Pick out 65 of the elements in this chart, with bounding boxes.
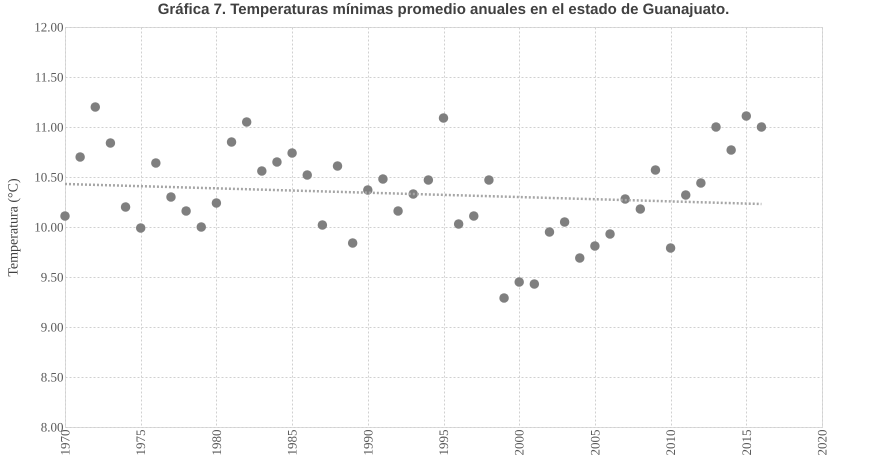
point <box>575 253 585 263</box>
point <box>424 175 434 185</box>
point <box>151 158 161 168</box>
point <box>166 192 176 202</box>
point <box>90 102 100 112</box>
point <box>560 217 570 227</box>
y-tick-label: 12.00 <box>34 20 64 34</box>
x-tick-label: 1970 <box>58 430 72 456</box>
x-tick-label: 2000 <box>512 430 527 456</box>
point <box>378 174 388 184</box>
point <box>75 152 85 162</box>
point <box>318 220 328 230</box>
point <box>636 204 646 214</box>
point <box>650 165 660 175</box>
point <box>742 111 752 121</box>
y-tick-label: 10.00 <box>34 220 64 234</box>
point <box>181 206 191 216</box>
point <box>544 227 554 237</box>
point <box>257 166 267 176</box>
y-tick-label: 9.00 <box>40 320 64 334</box>
x-tick-label: 2020 <box>814 430 830 456</box>
point <box>106 138 116 148</box>
point <box>212 198 222 208</box>
x-tick-label: 1990 <box>360 430 376 456</box>
point <box>332 161 342 171</box>
point <box>469 211 479 221</box>
x-tick-label: 2005 <box>587 430 602 456</box>
point <box>226 137 236 147</box>
point <box>696 178 706 188</box>
point <box>530 279 540 289</box>
point <box>393 206 403 216</box>
point <box>711 122 721 132</box>
point <box>272 157 282 167</box>
y-tick-label: 11.50 <box>34 70 64 84</box>
point <box>302 170 312 180</box>
point <box>590 241 600 251</box>
point <box>287 148 297 158</box>
point <box>438 113 448 123</box>
y-tick-label: 9.50 <box>40 270 64 284</box>
point <box>605 229 615 239</box>
point <box>499 293 509 303</box>
point <box>514 277 524 287</box>
x-tick-label: 1980 <box>208 430 224 456</box>
x-tick-label: 2015 <box>738 430 754 456</box>
point <box>484 175 494 185</box>
point <box>60 211 70 221</box>
point <box>136 223 146 233</box>
point <box>454 219 464 229</box>
x-tick-label: 1985 <box>284 430 300 456</box>
y-tick-label: 11.00 <box>34 120 64 134</box>
y-tick-label: 8.50 <box>40 370 64 384</box>
point <box>666 243 676 253</box>
point <box>120 202 130 212</box>
point <box>348 238 358 248</box>
x-tick-label: 1995 <box>436 430 451 456</box>
y-tick-label: 10.50 <box>34 170 64 184</box>
x-tick-label: 1975 <box>133 430 148 456</box>
chart-title: Gráfica 7. Temperaturas mínimas promedio anuales en el estado de Guanajuato. <box>158 1 730 18</box>
point <box>680 190 690 200</box>
point <box>756 122 766 132</box>
point <box>242 117 252 127</box>
point <box>726 145 736 155</box>
point <box>196 222 206 232</box>
x-tick-label: 2010 <box>663 430 678 456</box>
y-axis-title: Temperatura (°C) <box>6 178 22 277</box>
